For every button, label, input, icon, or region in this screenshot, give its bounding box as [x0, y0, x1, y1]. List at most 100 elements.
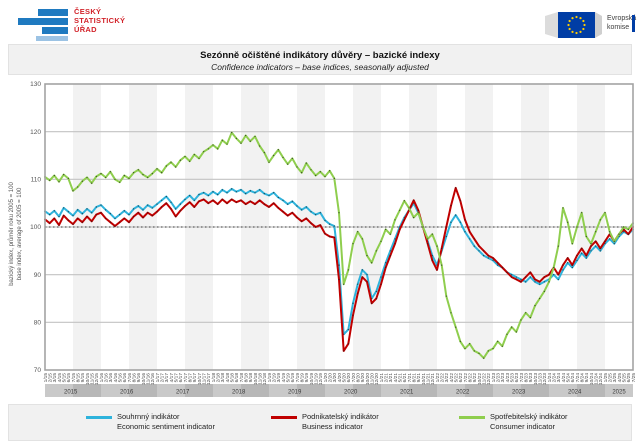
- svg-text:5/25: 5/25: [621, 373, 627, 383]
- svg-text:12/18: 12/18: [262, 373, 268, 385]
- svg-text:11/15: 11/15: [89, 373, 95, 385]
- czso-line2: STATISTICKÝ: [74, 16, 126, 25]
- svg-text:2024: 2024: [568, 390, 582, 396]
- svg-text:2/17: 2/17: [159, 373, 165, 383]
- svg-text:12/22: 12/22: [486, 373, 492, 385]
- svg-text:4/17: 4/17: [169, 373, 175, 383]
- svg-text:90: 90: [34, 272, 42, 279]
- legend-swatch-esi: [86, 416, 112, 419]
- svg-text:2/24: 2/24: [551, 373, 557, 383]
- svg-text:5/15: 5/15: [61, 373, 67, 383]
- legend-item-business: Podnikatelský indikátor Business indicat…: [271, 412, 379, 431]
- svg-text:10/15: 10/15: [85, 373, 91, 385]
- svg-text:7/24: 7/24: [575, 373, 581, 383]
- czso-logo: ČESKÝ STATISTICKÝ ÚŘAD: [16, 7, 125, 43]
- svg-text:2017: 2017: [176, 390, 190, 396]
- svg-text:2/20: 2/20: [327, 373, 333, 383]
- svg-text:11/20: 11/20: [369, 373, 375, 385]
- svg-text:10/23: 10/23: [533, 373, 539, 385]
- svg-text:3/19: 3/19: [276, 373, 282, 383]
- svg-text:5/18: 5/18: [229, 373, 235, 383]
- svg-text:11/18: 11/18: [257, 373, 263, 385]
- svg-text:3/25: 3/25: [612, 373, 618, 383]
- eu-flag-icon: [545, 12, 602, 38]
- svg-text:2/18: 2/18: [215, 373, 221, 383]
- svg-text:10/16: 10/16: [141, 373, 147, 385]
- svg-text:5/24: 5/24: [565, 373, 571, 383]
- legend-item-esi: Souhrnný indikátor Economic sentiment in…: [86, 412, 215, 431]
- svg-text:5/22: 5/22: [453, 373, 459, 383]
- svg-text:3/18: 3/18: [220, 373, 226, 383]
- svg-text:2/21: 2/21: [383, 373, 389, 383]
- svg-text:4/19: 4/19: [281, 373, 287, 383]
- svg-text:2023: 2023: [512, 390, 526, 396]
- legend: Souhrnný indikátor Economic sentiment in…: [8, 404, 632, 441]
- svg-text:11/22: 11/22: [481, 373, 487, 385]
- svg-text:10/19: 10/19: [309, 373, 315, 385]
- svg-text:6/19: 6/19: [290, 373, 296, 383]
- svg-text:4/23: 4/23: [505, 373, 511, 383]
- legend-swatch-consumer: [459, 416, 485, 419]
- svg-text:2019: 2019: [288, 390, 302, 396]
- svg-text:11/24: 11/24: [593, 373, 599, 385]
- svg-text:11/19: 11/19: [313, 373, 319, 385]
- svg-text:4/20: 4/20: [337, 373, 343, 383]
- svg-text:9/16: 9/16: [136, 373, 142, 383]
- svg-text:8/15: 8/15: [75, 373, 81, 383]
- svg-text:1/17: 1/17: [155, 373, 161, 383]
- svg-text:12/19: 12/19: [318, 373, 324, 385]
- svg-text:2016: 2016: [120, 390, 134, 396]
- svg-text:6/23: 6/23: [514, 373, 520, 383]
- svg-text:8/19: 8/19: [299, 373, 305, 383]
- svg-text:2021: 2021: [400, 390, 414, 396]
- svg-text:1/22: 1/22: [435, 373, 441, 383]
- ec-line1: Evropská: [607, 15, 637, 22]
- svg-text:9/17: 9/17: [192, 373, 198, 383]
- svg-text:1/15: 1/15: [43, 373, 49, 383]
- svg-text:12/16: 12/16: [150, 373, 156, 385]
- svg-text:6/22: 6/22: [458, 373, 464, 383]
- svg-text:80: 80: [34, 320, 42, 327]
- svg-text:8/24: 8/24: [579, 373, 585, 383]
- ec-logo-text: Evropská komise: [607, 15, 636, 32]
- y-axis-title-cs: bazický index, průměr roku 2005 = 100: [8, 182, 15, 286]
- czso-logo-icon: [18, 9, 68, 41]
- y-axis-title-en: base index, average of 2005 = 100: [17, 187, 23, 280]
- svg-text:9/19: 9/19: [304, 373, 310, 383]
- svg-text:5/20: 5/20: [341, 373, 347, 383]
- svg-text:12/24: 12/24: [598, 373, 604, 385]
- svg-text:8/21: 8/21: [411, 373, 417, 383]
- svg-text:7/18: 7/18: [239, 373, 245, 383]
- svg-text:1/23: 1/23: [491, 373, 497, 383]
- svg-text:1/18: 1/18: [211, 373, 217, 383]
- svg-text:6/25: 6/25: [626, 373, 632, 383]
- svg-text:6/17: 6/17: [178, 373, 184, 383]
- svg-text:3/23: 3/23: [500, 373, 506, 383]
- svg-text:4/18: 4/18: [225, 373, 231, 383]
- svg-text:6/24: 6/24: [570, 373, 576, 383]
- svg-text:2025: 2025: [612, 390, 626, 396]
- svg-text:5/17: 5/17: [173, 373, 179, 383]
- legend-swatch-business: [271, 416, 297, 419]
- svg-text:11/16: 11/16: [145, 373, 151, 385]
- svg-text:1/21: 1/21: [379, 373, 385, 383]
- svg-text:11/23: 11/23: [537, 373, 543, 385]
- svg-text:3/20: 3/20: [332, 373, 338, 383]
- svg-text:2/19: 2/19: [271, 373, 277, 383]
- svg-text:11/21: 11/21: [425, 373, 431, 385]
- svg-text:8/18: 8/18: [243, 373, 249, 383]
- svg-text:9/20: 9/20: [360, 373, 366, 383]
- svg-text:1/19: 1/19: [267, 373, 273, 383]
- svg-text:12/20: 12/20: [374, 373, 380, 385]
- svg-text:10/24: 10/24: [589, 373, 595, 385]
- svg-text:5/23: 5/23: [509, 373, 515, 383]
- svg-text:2/25: 2/25: [607, 373, 613, 383]
- legend-consumer-en: Consumer indicator: [490, 421, 556, 431]
- svg-text:9/15: 9/15: [80, 373, 86, 383]
- svg-text:4/22: 4/22: [449, 373, 455, 383]
- svg-text:4/24: 4/24: [561, 373, 567, 383]
- svg-text:10/20: 10/20: [365, 373, 371, 385]
- svg-text:7/15: 7/15: [71, 373, 77, 383]
- svg-text:130: 130: [30, 81, 41, 88]
- svg-text:120: 120: [30, 129, 41, 136]
